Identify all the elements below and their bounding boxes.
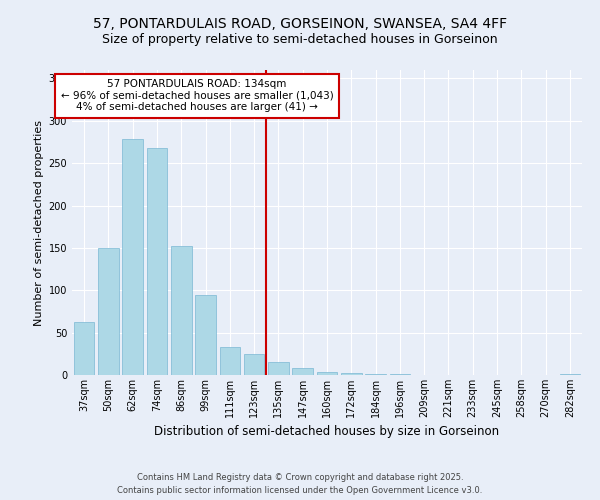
Bar [244, 354, 265, 375]
Bar [560, 374, 580, 375]
Bar [341, 374, 362, 375]
Text: 57 PONTARDULAIS ROAD: 134sqm
← 96% of semi-detached houses are smaller (1,043)
4: 57 PONTARDULAIS ROAD: 134sqm ← 96% of se… [61, 79, 334, 112]
Bar [365, 374, 386, 375]
Text: 57, PONTARDULAIS ROAD, GORSEINON, SWANSEA, SA4 4FF: 57, PONTARDULAIS ROAD, GORSEINON, SWANSE… [93, 18, 507, 32]
Bar [317, 372, 337, 375]
Bar [74, 322, 94, 375]
Bar [268, 362, 289, 375]
Bar [195, 294, 216, 375]
Bar [171, 246, 191, 375]
Bar [98, 248, 119, 375]
Bar [122, 140, 143, 375]
X-axis label: Distribution of semi-detached houses by size in Gorseinon: Distribution of semi-detached houses by … [154, 426, 500, 438]
Bar [220, 347, 240, 375]
Bar [389, 374, 410, 375]
Y-axis label: Number of semi-detached properties: Number of semi-detached properties [34, 120, 44, 326]
Text: Size of property relative to semi-detached houses in Gorseinon: Size of property relative to semi-detach… [102, 32, 498, 46]
Bar [292, 368, 313, 375]
Bar [146, 148, 167, 375]
Text: Contains HM Land Registry data © Crown copyright and database right 2025.
Contai: Contains HM Land Registry data © Crown c… [118, 474, 482, 495]
